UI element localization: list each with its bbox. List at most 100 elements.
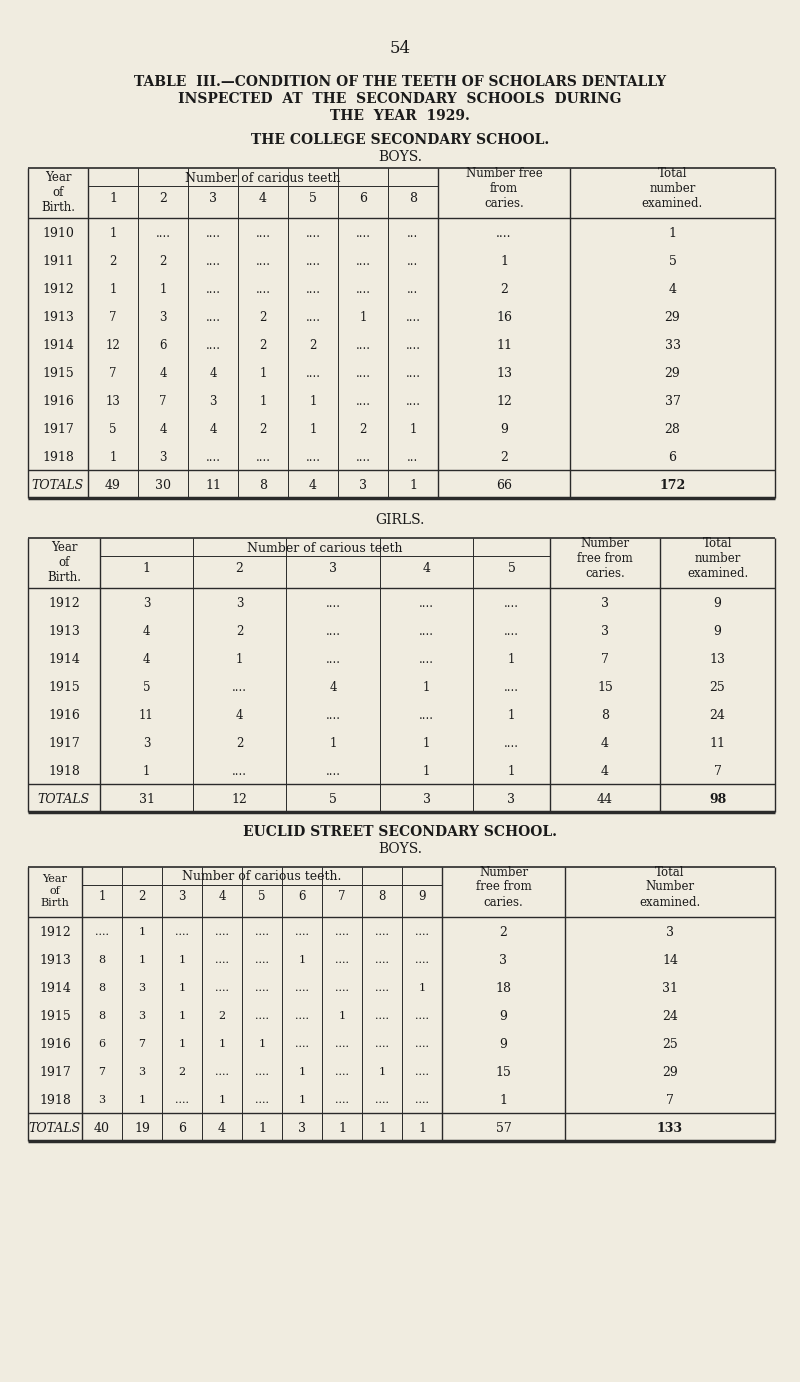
Text: 33: 33 bbox=[665, 339, 681, 352]
Text: 2: 2 bbox=[235, 561, 243, 575]
Text: 1: 1 bbox=[338, 1122, 346, 1135]
Text: 1: 1 bbox=[410, 423, 417, 435]
Text: ....: .... bbox=[415, 1012, 429, 1021]
Text: ....: .... bbox=[206, 283, 221, 296]
Text: 9: 9 bbox=[499, 1038, 507, 1050]
Text: 8: 8 bbox=[409, 192, 417, 205]
Text: ....: .... bbox=[375, 1039, 389, 1049]
Text: 4: 4 bbox=[601, 764, 609, 778]
Text: ....: .... bbox=[335, 955, 349, 966]
Text: 1: 1 bbox=[138, 1096, 146, 1106]
Text: ....: .... bbox=[255, 927, 269, 937]
Text: 3: 3 bbox=[329, 561, 337, 575]
Text: 15: 15 bbox=[495, 1066, 511, 1079]
Text: 3: 3 bbox=[422, 793, 430, 806]
Text: 66: 66 bbox=[496, 480, 512, 492]
Text: 37: 37 bbox=[665, 395, 681, 408]
Text: 2: 2 bbox=[499, 926, 507, 938]
Text: 18: 18 bbox=[495, 981, 511, 995]
Text: Total
Number
examined.: Total Number examined. bbox=[639, 865, 701, 908]
Text: ....: .... bbox=[255, 955, 269, 966]
Text: 1912: 1912 bbox=[48, 597, 80, 609]
Text: ....: .... bbox=[206, 227, 221, 240]
Text: ....: .... bbox=[415, 927, 429, 937]
Text: 2: 2 bbox=[259, 311, 266, 323]
Text: 9: 9 bbox=[714, 597, 722, 609]
Text: 1: 1 bbox=[499, 1095, 507, 1107]
Text: 6: 6 bbox=[298, 890, 306, 904]
Text: ....: .... bbox=[375, 984, 389, 994]
Text: 1916: 1916 bbox=[39, 1038, 71, 1050]
Text: 5: 5 bbox=[507, 561, 515, 575]
Text: EUCLID STREET SECONDARY SCHOOL.: EUCLID STREET SECONDARY SCHOOL. bbox=[243, 825, 557, 839]
Text: 44: 44 bbox=[597, 793, 613, 806]
Text: Year
of
Birth.: Year of Birth. bbox=[47, 540, 81, 583]
Text: THE  YEAR  1929.: THE YEAR 1929. bbox=[330, 109, 470, 123]
Text: ....: .... bbox=[504, 625, 519, 638]
Text: 4: 4 bbox=[210, 423, 217, 435]
Text: GIRLS.: GIRLS. bbox=[375, 513, 425, 527]
Text: ...: ... bbox=[407, 227, 418, 240]
Text: 3: 3 bbox=[98, 1096, 106, 1106]
Text: 3: 3 bbox=[601, 597, 609, 609]
Text: ....: .... bbox=[95, 927, 109, 937]
Text: ....: .... bbox=[215, 1067, 229, 1078]
Text: ....: .... bbox=[355, 283, 370, 296]
Text: 8: 8 bbox=[378, 890, 386, 904]
Text: 1: 1 bbox=[423, 681, 430, 694]
Text: 1: 1 bbox=[110, 451, 117, 464]
Text: 12: 12 bbox=[496, 395, 512, 408]
Text: ....: .... bbox=[335, 1096, 349, 1106]
Text: 1915: 1915 bbox=[39, 1010, 71, 1023]
Text: 9: 9 bbox=[499, 1010, 507, 1023]
Text: ....: .... bbox=[326, 625, 341, 638]
Text: 12: 12 bbox=[231, 793, 247, 806]
Text: 14: 14 bbox=[662, 954, 678, 967]
Text: Number
free from
caries.: Number free from caries. bbox=[577, 536, 633, 579]
Text: ....: .... bbox=[375, 927, 389, 937]
Text: 12: 12 bbox=[106, 339, 120, 352]
Text: 3: 3 bbox=[138, 1067, 146, 1078]
Text: Year
of
Birth.: Year of Birth. bbox=[41, 170, 75, 213]
Text: 1: 1 bbox=[310, 395, 317, 408]
Text: 4: 4 bbox=[142, 625, 150, 638]
Text: ....: .... bbox=[326, 652, 341, 666]
Text: ....: .... bbox=[375, 955, 389, 966]
Text: 4: 4 bbox=[259, 192, 267, 205]
Text: 1: 1 bbox=[258, 1039, 266, 1049]
Text: ....: .... bbox=[355, 366, 370, 380]
Text: ....: .... bbox=[504, 681, 519, 694]
Text: 1: 1 bbox=[298, 1067, 306, 1078]
Text: 1913: 1913 bbox=[39, 954, 71, 967]
Text: ....: .... bbox=[255, 1096, 269, 1106]
Text: Total
number
examined.: Total number examined. bbox=[642, 166, 703, 210]
Text: 31: 31 bbox=[138, 793, 154, 806]
Text: 1914: 1914 bbox=[42, 339, 74, 352]
Text: 19: 19 bbox=[134, 1122, 150, 1135]
Text: ....: .... bbox=[306, 311, 321, 323]
Text: ....: .... bbox=[215, 927, 229, 937]
Text: 1: 1 bbox=[508, 652, 515, 666]
Text: 6: 6 bbox=[669, 451, 677, 464]
Text: ....: .... bbox=[175, 927, 189, 937]
Text: 29: 29 bbox=[665, 311, 680, 323]
Text: ....: .... bbox=[255, 984, 269, 994]
Text: 7: 7 bbox=[110, 366, 117, 380]
Text: 7: 7 bbox=[666, 1095, 674, 1107]
Text: 3: 3 bbox=[601, 625, 609, 638]
Text: ....: .... bbox=[206, 451, 221, 464]
Text: 2: 2 bbox=[110, 254, 117, 268]
Text: 3: 3 bbox=[159, 311, 166, 323]
Text: 11: 11 bbox=[205, 480, 221, 492]
Text: 8: 8 bbox=[601, 709, 609, 721]
Text: 1: 1 bbox=[338, 1012, 346, 1021]
Text: 29: 29 bbox=[665, 366, 680, 380]
Text: ....: .... bbox=[255, 451, 270, 464]
Text: 3: 3 bbox=[359, 480, 367, 492]
Text: 3: 3 bbox=[210, 395, 217, 408]
Text: 1911: 1911 bbox=[42, 254, 74, 268]
Text: Total
number
examined.: Total number examined. bbox=[687, 536, 748, 579]
Text: ....: .... bbox=[295, 1039, 309, 1049]
Text: 31: 31 bbox=[662, 981, 678, 995]
Text: 2: 2 bbox=[159, 254, 166, 268]
